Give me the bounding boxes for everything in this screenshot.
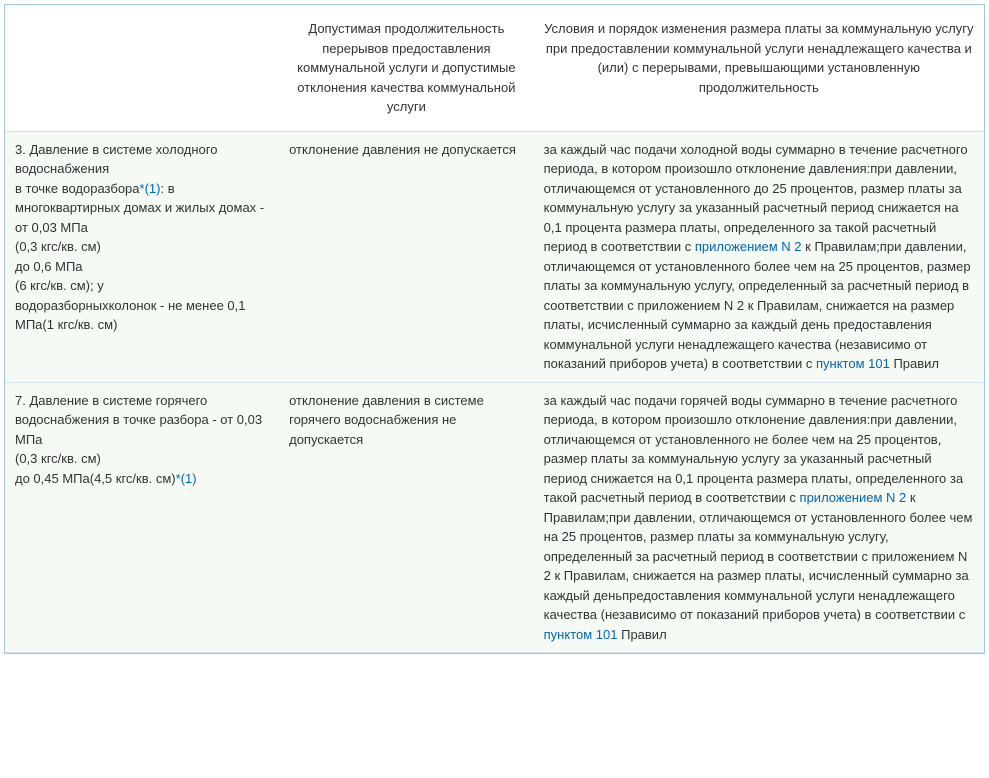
requirements-table-container: Допустимая продолжительность перерывов п… bbox=[4, 4, 985, 654]
cell-text: за каждый час подачи горячей воды суммар… bbox=[544, 393, 963, 506]
cell-text: Правил bbox=[890, 356, 939, 371]
table-row: 7. Давление в системе горячего водоснабж… bbox=[5, 382, 984, 653]
table-row: 3. Давление в системе холодного водоснаб… bbox=[5, 131, 984, 382]
table-body: 3. Давление в системе холодного водоснаб… bbox=[5, 131, 984, 653]
cell-text: к Правилам;при давлении, отличающемся от… bbox=[544, 490, 973, 622]
cell-indicator: 3. Давление в системе холодного водоснаб… bbox=[5, 131, 279, 382]
reference-link[interactable]: *(1) bbox=[140, 181, 161, 196]
cell-text: Правил bbox=[617, 627, 666, 642]
cell-text: за каждый час подачи холодной воды сумма… bbox=[544, 142, 968, 255]
col-header-2: Допустимая продолжительность перерывов п… bbox=[279, 5, 534, 131]
reference-link[interactable]: пунктом 101 bbox=[816, 356, 890, 371]
header-row: Допустимая продолжительность перерывов п… bbox=[5, 5, 984, 131]
col-header-3: Условия и порядок изменения размера плат… bbox=[534, 5, 984, 131]
cell-deviation: отклонение давления не допускается bbox=[279, 131, 534, 382]
reference-link[interactable]: *(1) bbox=[176, 471, 197, 486]
cell-indicator: 7. Давление в системе горячего водоснабж… bbox=[5, 382, 279, 653]
requirements-table: Допустимая продолжительность перерывов п… bbox=[5, 5, 984, 653]
reference-link[interactable]: пунктом 101 bbox=[544, 627, 618, 642]
cell-text: к Правилам;при давлении, отличающемся от… bbox=[544, 239, 971, 371]
reference-link[interactable]: приложением N 2 bbox=[800, 490, 907, 505]
cell-conditions: за каждый час подачи холодной воды сумма… bbox=[534, 131, 984, 382]
cell-text: 7. Давление в системе горячего водоснабж… bbox=[15, 393, 262, 486]
cell-text: 3. Давление в системе холодного водоснаб… bbox=[15, 142, 217, 196]
col-header-1 bbox=[5, 5, 279, 131]
table-head: Допустимая продолжительность перерывов п… bbox=[5, 5, 984, 131]
reference-link[interactable]: приложением N 2 bbox=[695, 239, 802, 254]
cell-text: : в многоквартирных домах и жилых домах … bbox=[15, 181, 264, 333]
cell-deviation: отклонение давления в системе горячего в… bbox=[279, 382, 534, 653]
cell-conditions: за каждый час подачи горячей воды суммар… bbox=[534, 382, 984, 653]
